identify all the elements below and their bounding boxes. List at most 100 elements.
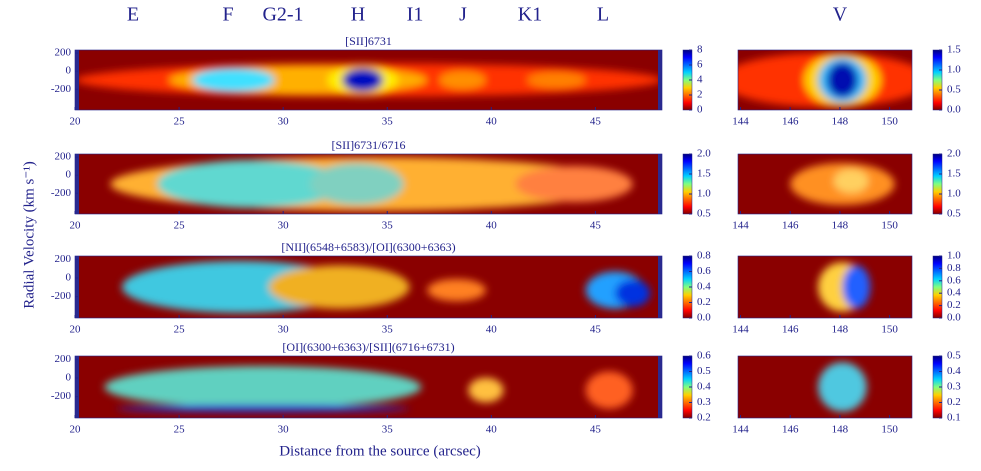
colorbar-tick-label: 0.5 bbox=[947, 84, 961, 96]
colorbar-tick-label: 0.4 bbox=[697, 381, 711, 393]
colorbar-tick-label: 0.2 bbox=[697, 296, 711, 308]
panel-frame bbox=[737, 255, 913, 319]
y-tick-label: 200 bbox=[55, 47, 72, 59]
colorbar-tick-label: 0.4 bbox=[697, 281, 711, 293]
heatmap-smudges bbox=[104, 365, 633, 413]
x-tick-label: 25 bbox=[174, 116, 186, 128]
colorbar bbox=[932, 255, 943, 319]
y-tick-label: 200 bbox=[55, 151, 72, 163]
heatmap-region bbox=[427, 278, 486, 302]
panel-title: [OI](6300+6363)/[SII](6716+6731) bbox=[282, 340, 454, 354]
heatmap bbox=[738, 50, 912, 110]
colorbar bbox=[932, 153, 943, 215]
panel-frame bbox=[737, 355, 913, 419]
heatmap-region bbox=[826, 62, 859, 98]
colorbar-tick-label: 0.6 bbox=[697, 265, 711, 277]
heatmap bbox=[738, 154, 912, 214]
x-tick-label: 144 bbox=[732, 424, 749, 436]
heatmap bbox=[75, 154, 662, 214]
edge-strip bbox=[658, 256, 662, 318]
x-tick-label: 20 bbox=[70, 324, 82, 336]
heatmap-region bbox=[104, 365, 422, 409]
x-tick-label: 40 bbox=[486, 220, 498, 232]
heatmap-region bbox=[468, 377, 504, 403]
x-tick-label: 148 bbox=[832, 324, 849, 336]
x-tick-label: 146 bbox=[782, 116, 799, 128]
heatmap-smudges bbox=[818, 262, 871, 312]
heatmap-region bbox=[157, 160, 346, 208]
x-tick-label: 35 bbox=[382, 424, 394, 436]
colorbar-tick-label: 6 bbox=[697, 59, 703, 71]
heatmap-smudges bbox=[790, 163, 895, 205]
colorbar-tick-label: 0 bbox=[697, 104, 703, 116]
colorbar-tick-label: 4 bbox=[697, 74, 703, 86]
heatmap-region bbox=[585, 371, 633, 409]
heatmap-smudges bbox=[121, 260, 651, 314]
colorbar-tick-label: 0.4 bbox=[947, 287, 961, 299]
x-axis-label: Distance from the source (arcsec) bbox=[279, 443, 481, 459]
x-tick-label: 144 bbox=[732, 116, 749, 128]
colorbar-tick-label: 0.5 bbox=[697, 208, 711, 220]
x-tick-label: 30 bbox=[278, 220, 290, 232]
colorbar-tick-label: 0.1 bbox=[947, 412, 961, 424]
colorbar-tick-label: 0.4 bbox=[947, 365, 961, 377]
heatmap-region bbox=[515, 166, 633, 202]
y-axis-label: Radial Velocity (km s⁻¹) bbox=[21, 161, 37, 309]
panel-frame bbox=[74, 153, 663, 215]
x-tick-label: 45 bbox=[590, 424, 602, 436]
y-tick-label: 0 bbox=[66, 371, 72, 383]
y-tick-label: -200 bbox=[51, 290, 72, 302]
heatmap-region bbox=[438, 71, 486, 89]
y-tick-label: 200 bbox=[55, 253, 72, 265]
edge-strip bbox=[658, 154, 662, 214]
x-tick-label: 144 bbox=[732, 220, 749, 232]
heatmap-region bbox=[268, 265, 410, 309]
knot-label: I1 bbox=[407, 4, 424, 26]
panel-frame bbox=[737, 153, 913, 215]
x-tick-label: 150 bbox=[881, 220, 898, 232]
heatmap-region bbox=[842, 265, 871, 309]
knot-label: F bbox=[222, 4, 233, 26]
heatmap-smudges bbox=[818, 362, 867, 412]
x-tick-label: 20 bbox=[70, 424, 82, 436]
edge-strip bbox=[75, 356, 79, 418]
x-tick-label: 150 bbox=[881, 116, 898, 128]
panel-title: [NII](6548+6583)/[OI](6300+6363) bbox=[281, 240, 455, 254]
colorbar-tick-label: 0.5 bbox=[947, 350, 961, 362]
colorbar-tick-label: 2.0 bbox=[697, 148, 711, 160]
edge-strip bbox=[75, 154, 79, 214]
x-tick-label: 146 bbox=[782, 324, 799, 336]
knot-label: J bbox=[459, 4, 467, 26]
x-tick-label: 40 bbox=[486, 424, 498, 436]
colorbar-tick-label: 1.5 bbox=[947, 168, 961, 180]
x-tick-label: 45 bbox=[590, 220, 602, 232]
panel-title: [SII]6731/6716 bbox=[332, 138, 406, 152]
x-tick-label: 150 bbox=[881, 424, 898, 436]
colorbar-tick-label: 1.0 bbox=[947, 188, 961, 200]
heatmap-region bbox=[116, 404, 410, 413]
x-tick-label: 40 bbox=[486, 116, 498, 128]
colorbar-tick-label: 1.0 bbox=[697, 188, 711, 200]
x-tick-label: 30 bbox=[278, 116, 290, 128]
colorbar-tick-label: 1.0 bbox=[947, 250, 961, 262]
x-tick-label: 148 bbox=[832, 220, 849, 232]
x-tick-label: 20 bbox=[70, 116, 82, 128]
x-tick-label: 146 bbox=[782, 220, 799, 232]
panel-frame bbox=[737, 49, 913, 111]
colorbar-tick-label: 0.0 bbox=[947, 104, 961, 116]
y-tick-label: -200 bbox=[51, 83, 72, 95]
x-tick-label: 35 bbox=[382, 116, 394, 128]
heatmap bbox=[738, 256, 912, 318]
heatmap-region bbox=[309, 163, 404, 205]
heatmap-region bbox=[615, 279, 651, 307]
x-tick-label: 146 bbox=[782, 424, 799, 436]
heatmap bbox=[738, 356, 912, 418]
x-tick-label: 144 bbox=[732, 324, 749, 336]
colorbar-tick-label: 0.2 bbox=[697, 412, 711, 424]
colorbar-tick-label: 0.0 bbox=[947, 312, 961, 324]
x-tick-label: 40 bbox=[486, 324, 498, 336]
knot-label: G2-1 bbox=[262, 4, 303, 26]
colorbar-tick-label: 0.0 bbox=[697, 312, 711, 324]
heatmap bbox=[75, 50, 662, 110]
colorbar-tick-label: 0.5 bbox=[697, 365, 711, 377]
